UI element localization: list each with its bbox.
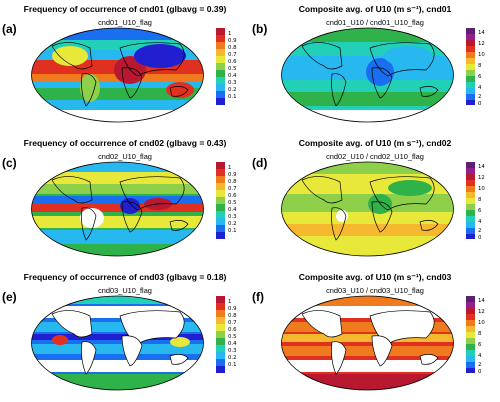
colorbar-tick: 0: [478, 235, 482, 241]
colorbar-tick: 12: [478, 41, 485, 47]
panel-label: (b): [252, 22, 268, 36]
panel-f: Composite avg. of U10 (m s⁻¹), cnd03 (f)…: [250, 268, 500, 402]
panel-subtitle: cnd01_U10 / cnd01_U10_flag: [326, 18, 424, 27]
colorbar-tick: 14: [478, 164, 485, 170]
colorbar-tick: 0.1: [228, 362, 237, 368]
panel-a: Frequency of occurrence of cnd01 (glbavg…: [0, 0, 250, 134]
colorbar-tick: 12: [478, 309, 485, 315]
colorbar-tick: 10: [478, 186, 485, 192]
panel-c: Frequency of occurrence of cnd02 (glbavg…: [0, 134, 250, 268]
colorbar-tick: 0.2: [228, 355, 237, 361]
colorbar: [466, 296, 475, 373]
colorbar-tick: 8: [478, 331, 482, 337]
colorbar-tick: 2: [478, 362, 482, 368]
colorbar-tick: 0.9: [228, 306, 237, 312]
panel-subtitle: cnd02_U10 / cnd02_U10_flag: [326, 152, 424, 161]
colorbar-tick: 0.1: [228, 228, 237, 234]
colorbar-tick: 8: [478, 197, 482, 203]
u10-map-cnd03: [281, 295, 454, 391]
colorbar-tick: 0.6: [228, 327, 237, 333]
panel-b: Composite avg. of U10 (m s⁻¹), cnd01 (b)…: [250, 0, 500, 134]
colorbar-tick: 0.4: [228, 207, 237, 213]
colorbar-tick: 0.8: [228, 313, 237, 319]
colorbar-tick: 0.7: [228, 186, 237, 192]
colorbar: [216, 162, 225, 239]
colorbar-tick: 0.7: [228, 52, 237, 58]
u10-map-cnd01: [281, 27, 454, 123]
colorbar: [466, 162, 475, 239]
freq-map-cnd03: [31, 295, 204, 391]
panel-subtitle: cnd02_U10_flag: [98, 152, 152, 161]
colorbar-tick: 10: [478, 320, 485, 326]
colorbar-tick: 14: [478, 298, 485, 304]
colorbar-tick: 0.3: [228, 348, 237, 354]
colorbar-tick: 1: [228, 165, 232, 171]
colorbar-tick: 0: [478, 369, 482, 375]
panel-title: Frequency of occurrence of cnd03 (glbavg…: [23, 272, 227, 282]
colorbar-tick: 6: [478, 208, 482, 214]
freq-map-cnd01: [31, 27, 204, 123]
colorbar-tick: 0.7: [228, 320, 237, 326]
colorbar-tick: 2: [478, 94, 482, 100]
colorbar-tick: 0.3: [228, 214, 237, 220]
panel-label: (c): [2, 156, 17, 170]
panel-subtitle: cnd03_U10 / cnd03_U10_flag: [326, 286, 424, 295]
panel-title: Composite avg. of U10 (m s⁻¹), cnd02: [298, 138, 452, 148]
colorbar-tick: 0.9: [228, 38, 237, 44]
colorbar-tick: 0.5: [228, 334, 237, 340]
panel-label: (e): [2, 290, 17, 304]
colorbar-tick: 0.2: [228, 221, 237, 227]
colorbar-tick: 0.8: [228, 179, 237, 185]
colorbar-tick: 4: [478, 353, 482, 359]
colorbar-tick: 0.2: [228, 87, 237, 93]
colorbar: [216, 296, 225, 373]
colorbar-tick: 12: [478, 175, 485, 181]
colorbar-tick: 1: [228, 299, 232, 305]
colorbar-tick: 0.3: [228, 80, 237, 86]
colorbar-tick: 0.6: [228, 193, 237, 199]
panel-title: Composite avg. of U10 (m s⁻¹), cnd03: [298, 272, 452, 282]
colorbar: [466, 28, 475, 105]
panel-subtitle: cnd03_U10_flag: [98, 286, 152, 295]
colorbar-tick: 0.5: [228, 66, 237, 72]
colorbar-tick: 4: [478, 85, 482, 91]
colorbar-tick: 2: [478, 228, 482, 234]
colorbar-tick: 10: [478, 52, 485, 58]
colorbar-tick: 0.4: [228, 341, 237, 347]
colorbar-tick: 4: [478, 219, 482, 225]
u10-map-cnd02: [281, 161, 454, 257]
colorbar-tick: 0.1: [228, 94, 237, 100]
panel-title: Composite avg. of U10 (m s⁻¹), cnd01: [298, 4, 452, 14]
colorbar-tick: 1: [228, 31, 232, 37]
panel-label: (a): [2, 22, 17, 36]
panel-label: (f): [252, 290, 264, 304]
panel-title: Frequency of occurrence of cnd01 (glbavg…: [23, 4, 227, 14]
colorbar-tick: 8: [478, 63, 482, 69]
panel-title: Frequency of occurrence of cnd02 (glbavg…: [23, 138, 227, 148]
freq-map-cnd02: [31, 161, 204, 257]
colorbar-tick: 0.5: [228, 200, 237, 206]
colorbar-tick: 0.4: [228, 73, 237, 79]
colorbar-tick: 0: [478, 101, 482, 107]
colorbar-tick: 0.8: [228, 45, 237, 51]
panel-e: Frequency of occurrence of cnd03 (glbavg…: [0, 268, 250, 402]
colorbar-tick: 0.6: [228, 59, 237, 65]
colorbar-tick: 0.9: [228, 172, 237, 178]
colorbar-tick: 6: [478, 342, 482, 348]
colorbar-tick: 6: [478, 74, 482, 80]
colorbar: [216, 28, 225, 105]
panel-d: Composite avg. of U10 (m s⁻¹), cnd02 (d)…: [250, 134, 500, 268]
panel-subtitle: cnd01_U10_flag: [98, 18, 152, 27]
colorbar-tick: 14: [478, 30, 485, 36]
panel-label: (d): [252, 156, 268, 170]
